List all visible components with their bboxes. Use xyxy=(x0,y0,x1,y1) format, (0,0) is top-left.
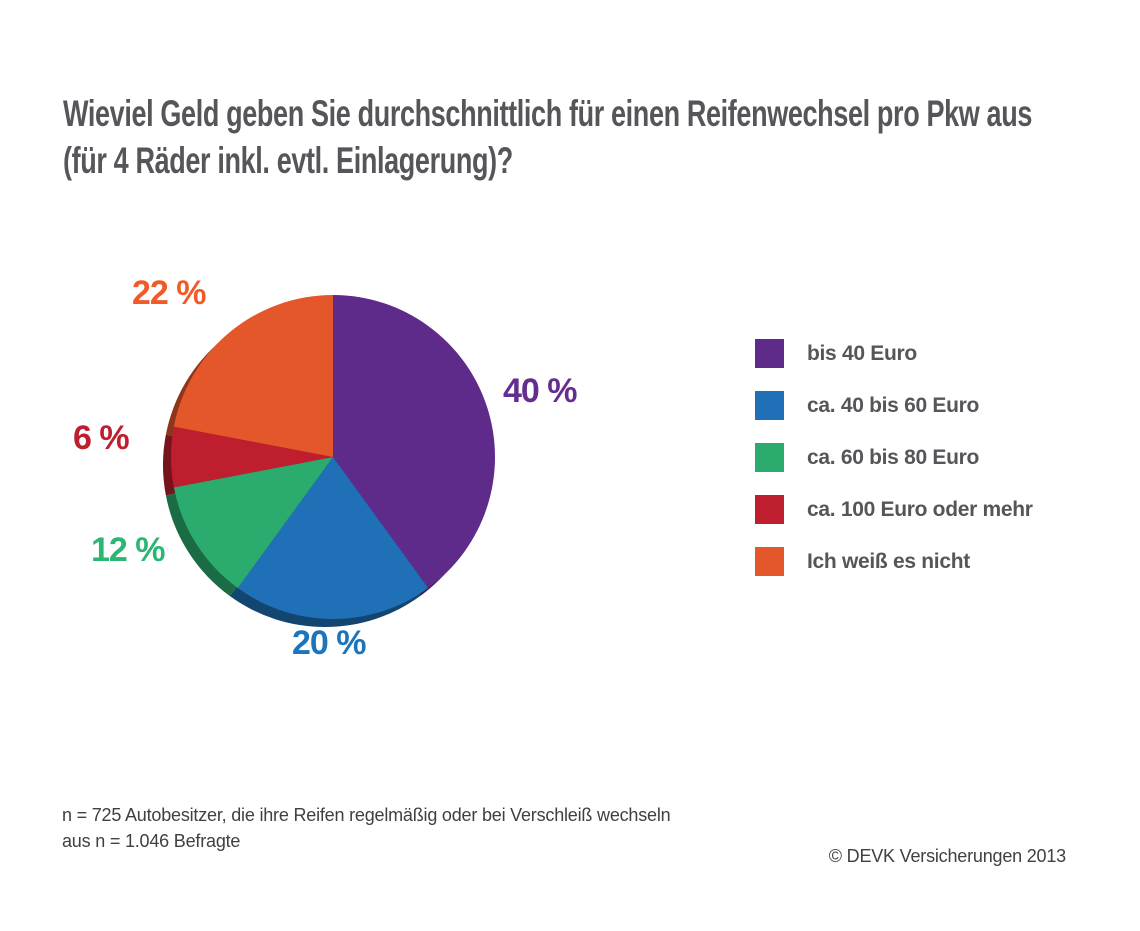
title-line-1: Wieviel Geld geben Sie durchschnittlich … xyxy=(63,93,1033,134)
pie-slices-layer xyxy=(170,295,495,619)
pie-percent-label-bis-40-euro: 40 % xyxy=(503,372,577,410)
footnote-line-1: n = 725 Autobesitzer, die ihre Reifen re… xyxy=(62,805,671,825)
legend-swatch-orange xyxy=(755,547,784,576)
legend-item: ca. 40 bis 60 Euro xyxy=(755,391,1033,420)
pie-percent-label-60-bis-80-euro: 12 % xyxy=(91,531,165,569)
legend-item: Ich weiß es nicht xyxy=(755,547,1033,576)
legend-swatch-red xyxy=(755,495,784,524)
footnote: n = 725 Autobesitzer, die ihre Reifen re… xyxy=(62,802,671,854)
footnote-line-2: aus n = 1.046 Befragte xyxy=(62,831,241,851)
legend-swatch-purple xyxy=(755,339,784,368)
legend-label: ca. 60 bis 80 Euro xyxy=(807,445,980,469)
copyright-notice: © DEVK Versicherungen 2013 xyxy=(828,846,1066,866)
legend-label: ca. 40 bis 60 Euro xyxy=(807,393,980,417)
legend-item: ca. 100 Euro oder mehr xyxy=(755,495,1033,524)
legend-label: bis 40 Euro xyxy=(807,341,917,365)
legend-label: ca. 100 Euro oder mehr xyxy=(807,497,1033,521)
legend-item: ca. 60 bis 80 Euro xyxy=(755,443,1033,472)
legend-swatch-blue xyxy=(755,391,784,420)
legend-label: Ich weiß es nicht xyxy=(807,549,970,573)
pie-percent-label-weiss-nicht: 22 % xyxy=(132,274,206,312)
pie-percent-label-100-euro-mehr: 6 % xyxy=(73,419,130,457)
pie-chart xyxy=(162,295,495,627)
legend: bis 40 Euro ca. 40 bis 60 Euro ca. 60 bi… xyxy=(755,339,1033,599)
page-title: Wieviel Geld geben Sie durchschnittlich … xyxy=(63,90,1085,184)
title-line-2: (für 4 Räder inkl. evtl. Einlagerung)? xyxy=(63,140,513,181)
pie-percent-label-40-bis-60-euro: 20 % xyxy=(292,624,366,662)
legend-item: bis 40 Euro xyxy=(755,339,1033,368)
legend-swatch-green xyxy=(755,443,784,472)
